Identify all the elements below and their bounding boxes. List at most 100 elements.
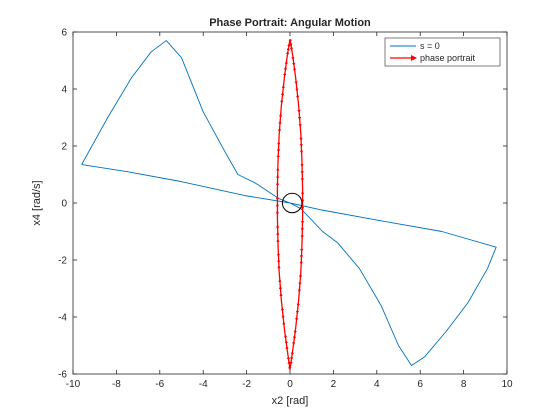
phase-arrow-marker — [297, 289, 302, 293]
phase-arrow-marker — [295, 88, 299, 92]
x-tick-label: -4 — [199, 379, 208, 390]
ticks-layer: -10 -8 -6 -4 -2 0 2 4 6 8 10 -6 -4 -2 0 2 4 6 — [58, 28, 513, 391]
x-tick-label: 4 — [374, 379, 380, 390]
phase-arrow-marker — [277, 127, 282, 131]
x-tick-label: 0 — [287, 379, 293, 390]
phase-arrow-marker — [289, 43, 293, 47]
phase-arrow-marker — [300, 206, 305, 211]
data-layer — [81, 39, 497, 371]
phase-arrow-marker — [283, 71, 287, 76]
phase-arrow-marker — [276, 252, 281, 256]
phase-arrow-marker — [275, 203, 280, 207]
x-tick-label: 10 — [501, 379, 513, 390]
phase-arrow-marker — [295, 317, 299, 322]
y-tick-label: 4 — [61, 85, 67, 96]
legend-label-s0: s = 0 — [420, 41, 440, 51]
x-tick-label: -6 — [155, 379, 164, 390]
phase-arrow-marker — [288, 365, 292, 369]
phase-arrow-marker — [276, 174, 280, 178]
phase-arrow-marker — [277, 141, 281, 145]
phase-arrow-marker — [285, 345, 289, 349]
legend: s = 0 phase portrait — [384, 37, 501, 67]
phase-arrow-marker — [298, 282, 302, 286]
phase-arrow-marker — [299, 150, 304, 154]
y-tick-label: 2 — [61, 142, 67, 153]
phase-arrow-marker — [299, 144, 303, 148]
phase-arrow-marker — [300, 192, 305, 196]
phase-arrow-marker — [300, 221, 305, 225]
phase-arrow-marker — [300, 228, 304, 232]
phase-arrow-marker — [284, 60, 288, 64]
chart-title: Phase Portrait: Angular Motion — [209, 17, 371, 29]
phase-arrow-marker — [295, 310, 300, 315]
phase-arrow-marker — [288, 39, 292, 44]
phase-arrow-marker — [289, 47, 294, 51]
legend-label-phase: phase portrait — [420, 53, 476, 63]
phase-arrow-marker — [299, 261, 303, 265]
phase-arrow-marker — [289, 361, 293, 366]
phase-arrow-marker — [275, 195, 280, 200]
x-tick-label: -2 — [242, 379, 251, 390]
phase-arrow-marker — [292, 68, 297, 72]
phase-arrow-marker — [297, 117, 302, 121]
x-axis-label: x2 [rad] — [272, 395, 309, 407]
phase-arrow-marker — [286, 46, 290, 51]
phase-arrow-marker — [282, 321, 286, 325]
phase-arrow-marker — [276, 238, 280, 242]
phase-arrow-marker — [281, 84, 285, 89]
phase-arrow-marker — [292, 62, 296, 67]
phase-arrow-marker — [300, 171, 304, 175]
phase-arrow-marker — [295, 95, 300, 99]
phase-arrow-marker — [292, 342, 296, 346]
x-tick-label: 8 — [461, 379, 467, 390]
phase-arrow-marker — [290, 357, 294, 361]
phase-arrow-marker — [298, 124, 302, 128]
phase-arrow-marker — [278, 120, 282, 124]
phase-arrow-marker — [297, 109, 301, 114]
phase-arrow-marker — [280, 98, 284, 103]
y-tick-label: -6 — [58, 370, 67, 381]
phase-arrow-marker — [278, 278, 282, 282]
phase-arrow-marker — [291, 57, 295, 61]
y-tick-label: -4 — [58, 313, 67, 324]
phase-arrow-marker — [276, 231, 280, 235]
phase-arrow-marker — [281, 314, 285, 318]
phase-arrow-marker — [300, 248, 304, 253]
phase-arrow-marker — [278, 285, 283, 289]
phase-arrow-marker — [286, 355, 291, 360]
phase-arrow-marker — [275, 210, 280, 214]
x-tick-label: -8 — [112, 379, 121, 390]
phase-arrow-marker — [287, 43, 291, 47]
phase-arrow-marker — [299, 255, 304, 259]
series-s0-line — [81, 40, 497, 366]
phase-arrow-marker — [276, 224, 280, 228]
phase-arrow-marker — [294, 81, 298, 85]
y-tick-label: -2 — [58, 256, 67, 267]
phase-arrow-marker — [287, 360, 291, 364]
phase-arrow-marker — [277, 264, 281, 269]
phase-arrow-marker — [285, 50, 290, 55]
phase-arrow-marker — [283, 66, 288, 70]
phase-arrow-marker — [292, 336, 297, 340]
phase-arrow-marker — [280, 307, 285, 311]
x-tick-label: -10 — [66, 379, 81, 390]
phase-arrow-marker — [276, 147, 281, 151]
phase-arrow-marker — [298, 275, 303, 279]
phase-arrow-marker — [293, 330, 297, 335]
phase-arrow-marker — [276, 167, 280, 171]
y-tick-label: 0 — [61, 199, 67, 210]
phase-arrow-marker — [283, 334, 288, 338]
phase-arrow-marker — [279, 292, 283, 297]
x-tick-label: 6 — [417, 379, 423, 390]
phase-arrow-marker — [300, 178, 304, 182]
phase-arrow-marker — [300, 164, 304, 168]
phase-arrow-marker — [276, 153, 280, 158]
phase-arrow-marker — [275, 181, 280, 185]
legend-arrow-icon — [411, 55, 417, 61]
y-tick-label: 6 — [61, 28, 67, 39]
phase-arrow-marker — [278, 113, 283, 117]
phase-arrow-marker — [277, 258, 281, 262]
x-tick-label: 2 — [331, 379, 337, 390]
equilibrium-circle — [281, 192, 303, 214]
